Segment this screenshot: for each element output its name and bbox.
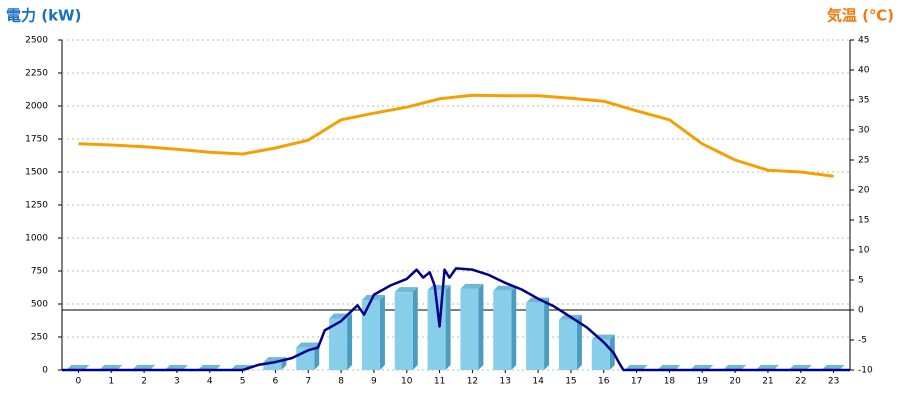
bar-top xyxy=(493,285,517,291)
y-tick-label: 0 xyxy=(42,366,48,376)
bar-top xyxy=(296,342,320,348)
x-tick-label: 9 xyxy=(371,377,377,387)
y-tick-label: 2250 xyxy=(25,69,48,79)
x-tick-label: 7 xyxy=(305,377,311,387)
y-tick-label: 750 xyxy=(31,267,48,277)
bar-side xyxy=(544,297,550,370)
x-tick-label: 22 xyxy=(795,377,806,387)
y-tick-label: 1000 xyxy=(25,234,48,244)
bar xyxy=(591,339,610,370)
x-tick-label: 6 xyxy=(273,377,279,387)
y2-tick-label: 40 xyxy=(858,66,870,76)
y2-tick-label: 45 xyxy=(858,36,869,46)
y2-tick-label: -5 xyxy=(858,336,867,346)
bar-side xyxy=(347,313,353,370)
x-tick-label: 23 xyxy=(828,377,839,387)
x-tick-label: 18 xyxy=(664,377,676,387)
bar-side xyxy=(511,285,517,370)
bar-top xyxy=(394,287,418,293)
bar xyxy=(394,292,413,370)
y2-tick-label: 20 xyxy=(858,186,870,196)
y2-tick-label: 10 xyxy=(858,246,870,256)
bar xyxy=(361,300,380,370)
bar-side xyxy=(412,287,418,370)
bar xyxy=(460,288,479,370)
x-tick-label: 21 xyxy=(762,377,773,387)
y2-tick-label: 15 xyxy=(858,216,869,226)
x-tick-label: 2 xyxy=(141,377,147,387)
y2-axis-title: 気温 (℃) xyxy=(827,7,894,25)
bar xyxy=(558,319,577,370)
x-tick-label: 3 xyxy=(174,377,180,387)
bar-side xyxy=(576,314,582,370)
y-tick-label: 250 xyxy=(31,333,48,343)
x-tick-label: 15 xyxy=(565,377,576,387)
bar-top xyxy=(427,285,451,291)
x-tick-label: 5 xyxy=(240,377,246,387)
bar xyxy=(493,290,512,370)
x-tick-label: 11 xyxy=(434,377,445,387)
x-tick-label: 14 xyxy=(532,377,544,387)
y-tick-label: 2000 xyxy=(25,102,48,112)
y2-tick-label: -10 xyxy=(858,366,873,376)
x-tick-label: 4 xyxy=(207,377,213,387)
bar-side xyxy=(445,285,451,370)
x-tick-label: 17 xyxy=(631,377,642,387)
y2-tick-label: 30 xyxy=(858,126,870,136)
x-tick-label: 16 xyxy=(598,377,610,387)
y2-tick-label: 25 xyxy=(858,156,869,166)
bar-side xyxy=(478,283,484,370)
x-tick-label: 1 xyxy=(108,377,114,387)
y2-tick-label: 0 xyxy=(858,306,864,316)
x-tick-label: 20 xyxy=(729,377,741,387)
x-tick-label: 0 xyxy=(76,377,82,387)
bar xyxy=(329,318,348,370)
bar-top xyxy=(460,283,484,289)
x-tick-label: 19 xyxy=(697,377,709,387)
bar-side xyxy=(379,295,385,370)
x-tick-label: 10 xyxy=(401,377,413,387)
bar xyxy=(526,302,545,370)
y-tick-label: 2500 xyxy=(25,36,48,46)
line xyxy=(78,93,834,178)
y2-tick-label: 35 xyxy=(858,96,869,106)
y2-tick-label: 5 xyxy=(858,276,864,286)
x-tick-label: 13 xyxy=(500,377,511,387)
y-tick-label: 1500 xyxy=(25,168,48,178)
x-tick-label: 12 xyxy=(467,377,478,387)
y-tick-label: 1250 xyxy=(25,201,48,211)
y-axis-title: 電力 (kW) xyxy=(6,7,81,25)
bar xyxy=(263,362,282,370)
y-tick-label: 1750 xyxy=(25,135,48,145)
line xyxy=(62,267,850,372)
x-tick-label: 8 xyxy=(338,377,344,387)
y-tick-label: 500 xyxy=(31,300,48,310)
